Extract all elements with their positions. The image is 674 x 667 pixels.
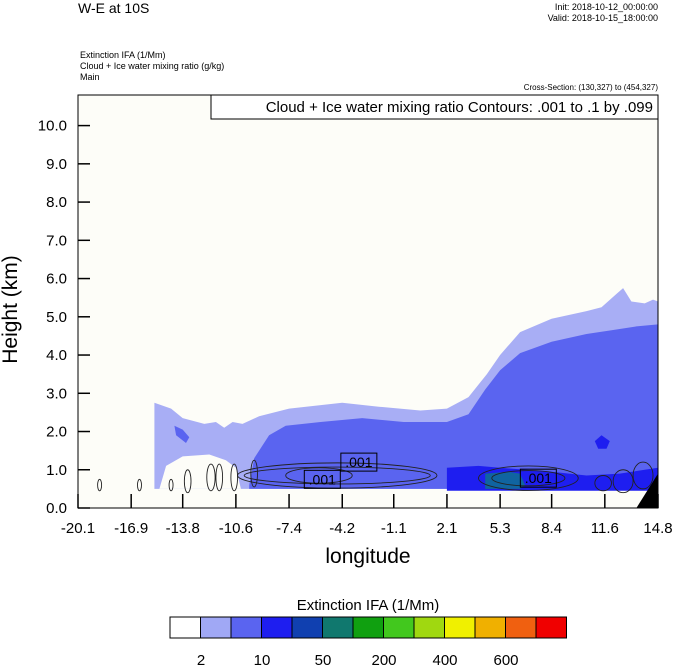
contour-label-1: .001 bbox=[345, 454, 372, 470]
colorbar-swatch-6 bbox=[352, 616, 384, 639]
contour-west-7 bbox=[230, 463, 238, 492]
y-tick-label-6: 6.0 bbox=[46, 271, 67, 288]
contour-inner bbox=[243, 466, 431, 485]
variable-label-mixing-ratio: Cloud + Ice water mixing ratio (g/kg) bbox=[80, 61, 225, 71]
x-tick-label-2: -13.8 bbox=[166, 520, 200, 537]
clear-air-pocket bbox=[159, 454, 241, 489]
colorbar: Extinction IFA (1/Mm) 2 10 50 200 400 600 bbox=[169, 597, 567, 667]
colorbar-swatch-2 bbox=[230, 616, 262, 639]
contour-east-3 bbox=[612, 469, 634, 494]
y-tick-label-7: 7.0 bbox=[46, 232, 67, 249]
x-tick-label-10: 11.6 bbox=[591, 520, 619, 537]
colorbar-swatch-9 bbox=[444, 616, 476, 639]
colorbar-swatch-3 bbox=[261, 616, 293, 639]
y-tick-label-8: 8.0 bbox=[46, 194, 67, 211]
colorbar-swatch-1 bbox=[200, 616, 232, 639]
y-tick-label-1: 1.0 bbox=[46, 462, 67, 479]
x-tick-label-11: 14.8 bbox=[643, 520, 672, 537]
contour-west-2 bbox=[137, 478, 142, 492]
colorbar-swatch-12 bbox=[535, 616, 567, 639]
mixing-ratio-contours bbox=[97, 459, 654, 494]
x-tick-label-9: 8.4 bbox=[541, 520, 562, 537]
contour-west-8 bbox=[250, 459, 258, 488]
x-tick-label-5: -4.2 bbox=[329, 520, 355, 537]
contour-east-4 bbox=[632, 461, 654, 490]
contour-west-5 bbox=[206, 463, 216, 492]
extinction-medium-region bbox=[249, 324, 658, 489]
y-tick-label-9: 9.0 bbox=[46, 156, 67, 173]
colorbar-swatch-11 bbox=[505, 616, 537, 639]
extinction-teal-region bbox=[485, 471, 525, 489]
colorbar-label-1: 10 bbox=[254, 652, 271, 667]
y-tick-label-3: 3.0 bbox=[46, 385, 67, 402]
extinction-dark-patch bbox=[594, 435, 610, 449]
y-axis-label: Height (km) bbox=[0, 255, 22, 364]
y-tick-label-4: 4.0 bbox=[46, 347, 67, 364]
colorbar-swatch-10 bbox=[474, 616, 506, 639]
variable-label-main: Main bbox=[80, 72, 100, 82]
contour-east bbox=[478, 465, 579, 491]
colorbar-swatch-7 bbox=[383, 616, 415, 639]
x-tick-label-4: -7.4 bbox=[276, 520, 302, 537]
extinction-fill-layer bbox=[78, 95, 658, 508]
y-tick-label-0: 0.0 bbox=[46, 500, 67, 517]
valid-time-label: Valid: 2018-10-15_18:00:00 bbox=[547, 13, 658, 23]
contour-label-box-1 bbox=[340, 452, 378, 472]
colorbar-swatch-4 bbox=[291, 616, 323, 639]
contour-east-inner bbox=[491, 470, 566, 487]
contour-label-box-0 bbox=[303, 469, 341, 489]
contour-annotation-box: Cloud + Ice water mixing ratio Contours:… bbox=[210, 94, 659, 120]
colorbar-swatch-8 bbox=[413, 616, 445, 639]
contour-west-6 bbox=[215, 463, 224, 492]
contour-labels-layer: .001 .001 .001 bbox=[303, 452, 557, 489]
y-tick-label-5: 5.0 bbox=[46, 309, 67, 326]
contour-left-core bbox=[285, 467, 353, 484]
contour-label-0: .001 bbox=[309, 471, 336, 487]
contour-west-3 bbox=[168, 478, 174, 492]
colorbar-label-2: 50 bbox=[315, 652, 332, 667]
colorbar-swatch-5 bbox=[322, 616, 354, 639]
contour-east-2 bbox=[594, 475, 612, 492]
x-tick-label-8: 5.3 bbox=[490, 520, 511, 537]
init-time-label: Init: 2018-10-12_00:00:00 bbox=[554, 2, 658, 12]
x-tick-label-7: 2.1 bbox=[437, 520, 458, 537]
colorbar-label-0: 2 bbox=[197, 652, 205, 667]
x-axis-label: longitude bbox=[325, 545, 410, 568]
x-tick-label-6: -1.1 bbox=[381, 520, 407, 537]
contour-west-4 bbox=[183, 469, 192, 494]
x-axis: -20.1 -16.9 -13.8 -10.6 -7.4 -4.2 -1.1 2.1 5.3 8.… bbox=[61, 494, 673, 537]
variable-label-extinction: Extinction IFA (1/Mm) bbox=[80, 50, 166, 60]
y-axis: 0.0 1.0 2.0 3.0 4.0 5.0 6.0 7.0 8.0 9.0 10.0 bbox=[38, 118, 90, 517]
colorbar-swatch-0 bbox=[169, 616, 201, 639]
extinction-medium-patch bbox=[174, 425, 190, 443]
colorbar-label-4: 400 bbox=[432, 652, 457, 667]
plot-title: W-E at 10S bbox=[78, 0, 150, 16]
x-tick-label-3: -10.6 bbox=[219, 520, 253, 537]
y-tick-label-2: 2.0 bbox=[46, 424, 67, 441]
y-tick-label-10: 10.0 bbox=[38, 118, 67, 135]
colorbar-label-3: 200 bbox=[371, 652, 396, 667]
contour-west-1 bbox=[97, 478, 103, 492]
contour-label-box-2 bbox=[519, 468, 557, 488]
colorbar-title: Extinction IFA (1/Mm) bbox=[297, 597, 440, 614]
contour-label-2: .001 bbox=[525, 470, 552, 486]
contour-annotation: Cloud + Ice water mixing ratio Contours:… bbox=[266, 99, 653, 116]
x-tick-label-0: -20.1 bbox=[61, 520, 95, 537]
terrain-fill bbox=[636, 473, 658, 508]
x-tick-label-1: -16.9 bbox=[114, 520, 148, 537]
colorbar-label-5: 600 bbox=[493, 652, 518, 667]
cross-section-label: Cross-Section: (130,327) to (454,327) bbox=[523, 83, 658, 92]
